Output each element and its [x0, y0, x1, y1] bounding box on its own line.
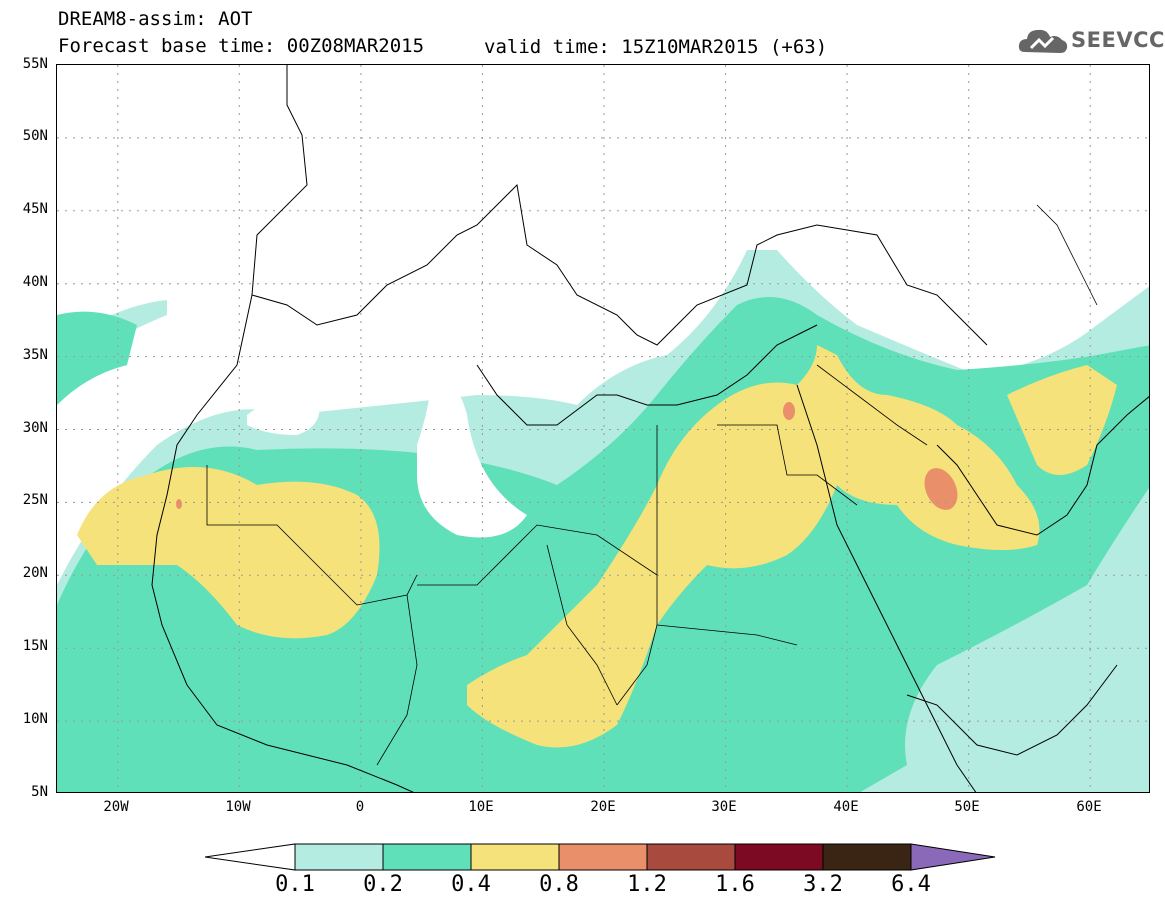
lat-label-35n: 35N	[22, 347, 48, 363]
lon-label-10w: 10W	[225, 799, 251, 815]
colorbar-swatch-1-2	[646, 843, 736, 871]
aot-level-0-4	[77, 345, 1117, 748]
colorbar-swatch-1-6	[734, 843, 824, 871]
forecast-base-time: Forecast base time: 00Z08MAR2015	[58, 35, 425, 57]
colorbar-swatch-0-4	[470, 843, 560, 871]
lon-label-30e: 30E	[711, 799, 737, 815]
colorbar-low-arrow	[205, 843, 296, 871]
colorbar-swatch-3-2	[822, 843, 912, 871]
lon-label-60e: 60E	[1076, 799, 1102, 815]
lat-label-50n: 50N	[22, 128, 48, 144]
valid-time: valid time: 15Z10MAR2015 (+63)	[484, 36, 828, 58]
colorbar-swatch-0-1	[294, 843, 384, 871]
legend-label-1-2: 1.2	[627, 872, 667, 897]
cloud-icon	[1018, 29, 1068, 53]
lon-label-0: 0	[355, 799, 365, 815]
lat-label-55n: 55N	[22, 56, 48, 72]
coastlines	[151, 65, 1149, 792]
logo-text: SEEVCCC	[1071, 28, 1165, 52]
colorbar-swatch-0-8	[558, 843, 648, 871]
legend-label-0-4: 0.4	[451, 872, 491, 897]
lat-label-20n: 20N	[22, 565, 48, 581]
map-canvas	[57, 65, 1149, 792]
legend-label-6-4: 6.4	[891, 872, 931, 897]
lat-label-30n: 30N	[22, 420, 48, 436]
aot-level-0-8	[176, 402, 958, 510]
lat-label-15n: 15N	[22, 638, 48, 654]
legend-label-0-8: 0.8	[539, 872, 579, 897]
lat-label-5n: 5N	[31, 784, 48, 800]
lat-label-10n: 10N	[22, 711, 48, 727]
lon-label-50e: 50E	[954, 799, 980, 815]
colorbar-high-arrow	[910, 843, 996, 871]
map-title: DREAM8-assim: AOT	[58, 8, 253, 30]
lon-label-20w: 20W	[103, 799, 129, 815]
legend-label-0-2: 0.2	[363, 872, 403, 897]
colorbar-swatch-0-2	[382, 843, 472, 871]
clear-areas	[247, 365, 527, 538]
legend-label-0-1: 0.1	[275, 872, 315, 897]
lat-label-25n: 25N	[22, 492, 48, 508]
lat-label-45n: 45N	[22, 201, 48, 217]
lon-label-10e: 10E	[468, 799, 494, 815]
lon-label-40e: 40E	[833, 799, 859, 815]
lat-label-40n: 40N	[22, 274, 48, 290]
legend-label-3-2: 3.2	[803, 872, 843, 897]
aot-map	[56, 64, 1150, 793]
country-borders	[206, 204, 1098, 766]
legend-label-1-6: 1.6	[715, 872, 755, 897]
seevccc-logo: SEEVCCC	[1017, 24, 1165, 58]
aot-colorbar	[205, 843, 996, 871]
lon-label-20e: 20E	[590, 799, 616, 815]
